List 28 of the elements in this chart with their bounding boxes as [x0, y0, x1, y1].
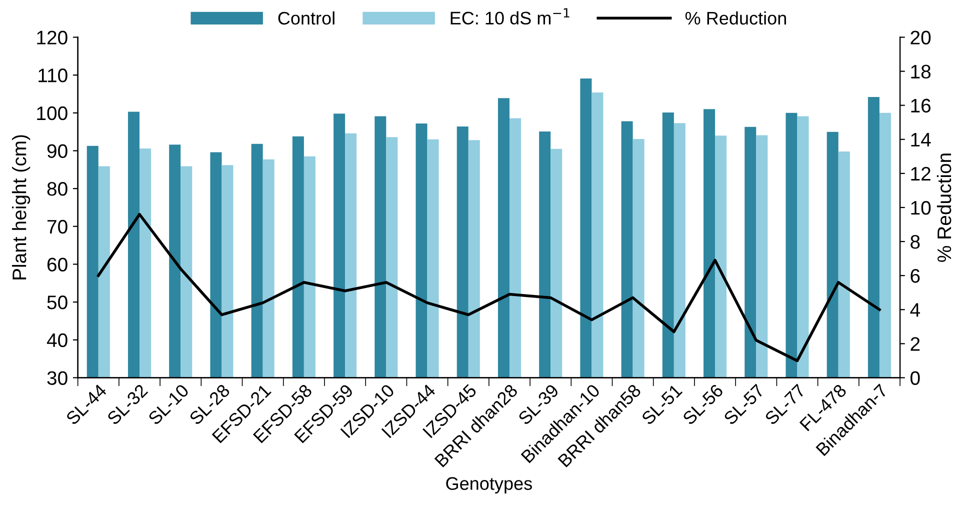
- x-axis-title: Genotypes: [446, 477, 532, 494]
- y-tick-label: 60: [47, 258, 68, 272]
- y2-tick-label: 18: [911, 64, 931, 79]
- y2-tick-label: 20: [910, 30, 931, 44]
- y2-axis-title: % Reduction: [936, 154, 952, 262]
- y2-tick-label: 12: [911, 166, 930, 180]
- y2-tick-label: 6: [910, 269, 920, 283]
- y-tick-label: 90: [47, 144, 68, 158]
- y2-tick-label: 2: [910, 337, 920, 351]
- y-tick-label: 100: [37, 106, 68, 120]
- y-tick-label: 50: [47, 296, 68, 310]
- y-tick-label: 120: [37, 30, 68, 44]
- y-tick-label: 30: [47, 371, 68, 385]
- line-series: [97, 212, 881, 362]
- y2-tick-label: 0: [910, 371, 920, 385]
- y-tick-label: 40: [46, 333, 68, 348]
- y2-tick-label: 10: [911, 200, 931, 215]
- y2-tick-label: 14: [911, 133, 931, 146]
- y2-tick-label: 4: [910, 303, 920, 317]
- legend-label: % Reduction: [685, 11, 786, 25]
- y2-tick-label: 16: [911, 98, 931, 113]
- y-tick-label: 70: [47, 220, 68, 234]
- y-axis-title: Plant height (cm): [12, 135, 30, 280]
- y-tick-label: 110: [38, 68, 68, 82]
- legend-label: EC: 10 dS m$^{−1}$: [450, 8, 570, 25]
- legend-label: Control: [278, 11, 334, 25]
- y-tick-label: 80: [47, 182, 68, 196]
- y2-tick-label: 8: [910, 234, 920, 249]
